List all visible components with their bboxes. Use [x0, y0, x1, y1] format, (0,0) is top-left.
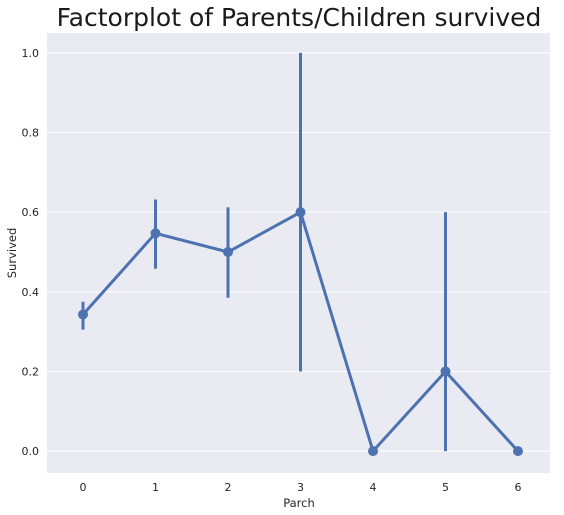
x-tick-label: 0 [80, 481, 87, 494]
y-tick-label: 0.4 [22, 286, 40, 299]
y-tick-label: 0.8 [22, 127, 40, 140]
x-tick-label: 5 [442, 481, 449, 494]
y-axis-label: Survived [5, 228, 19, 279]
y-tick-label: 0.2 [22, 365, 40, 378]
data-point [150, 228, 161, 239]
x-tick-label: 4 [370, 481, 377, 494]
y-axis-ticks: 0.0 0.2 0.4 0.6 0.8 1.0 [22, 47, 40, 458]
x-tick-label: 1 [152, 481, 159, 494]
data-point [223, 247, 233, 258]
data-point [295, 207, 306, 218]
data-point [78, 309, 88, 320]
data-points [78, 207, 523, 457]
x-tick-label: 6 [515, 481, 522, 494]
x-tick-label: 2 [225, 481, 232, 494]
x-tick-label: 3 [297, 481, 304, 494]
data-point [440, 366, 451, 377]
x-axis-ticks: 0 1 2 3 4 5 6 [80, 481, 522, 494]
data-point [368, 446, 378, 457]
grid-lines [47, 52, 550, 452]
plot-area [47, 33, 550, 473]
y-tick-label: 1.0 [22, 47, 40, 60]
y-tick-label: 0.6 [22, 206, 40, 219]
chart-title: Factorplot of Parents/Children survived [57, 3, 542, 32]
data-point [513, 446, 523, 457]
y-tick-label: 0.0 [22, 445, 40, 458]
x-axis-label: Parch [283, 496, 315, 510]
